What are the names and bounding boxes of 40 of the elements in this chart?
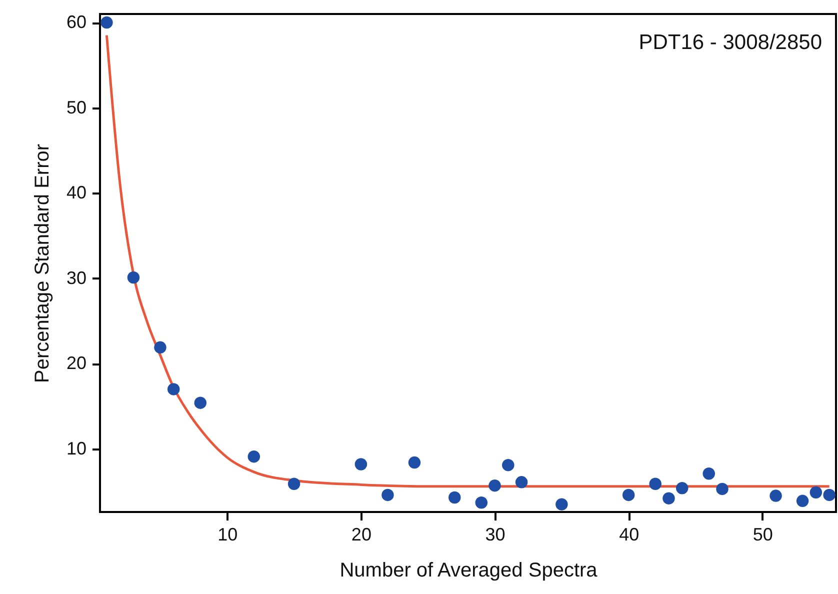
x-tick-label: 10 xyxy=(218,524,238,544)
point xyxy=(770,490,782,502)
point xyxy=(127,271,140,284)
point xyxy=(810,486,822,498)
point xyxy=(823,488,836,502)
point xyxy=(676,482,688,494)
point xyxy=(100,16,113,29)
point xyxy=(488,479,501,492)
point xyxy=(382,488,394,502)
y-tick-label: 30 xyxy=(66,268,86,288)
x-axis-title: Number of Averaged Spectra xyxy=(340,560,598,582)
point xyxy=(515,476,528,488)
point xyxy=(154,341,166,354)
point xyxy=(556,498,568,510)
point xyxy=(622,488,635,502)
point xyxy=(662,492,675,504)
point xyxy=(796,494,809,508)
point xyxy=(248,450,260,463)
y-axis-title: Percentage Standard Error xyxy=(31,144,54,384)
point xyxy=(194,396,206,409)
x-tick-label: 50 xyxy=(752,524,773,544)
y-tick-label: 60 xyxy=(66,12,86,32)
point xyxy=(354,458,368,470)
x-tick-label: 30 xyxy=(485,524,506,544)
y-tick-label: 10 xyxy=(66,438,86,458)
point xyxy=(502,458,514,472)
point xyxy=(649,478,662,490)
point xyxy=(408,456,421,469)
y-tick-label: 20 xyxy=(66,353,86,374)
point xyxy=(448,491,461,504)
point xyxy=(288,478,300,490)
point xyxy=(702,468,715,480)
y-tick-label: 50 xyxy=(66,97,86,118)
y-tick-label: 40 xyxy=(66,182,86,203)
x-tick-label: 40 xyxy=(619,524,640,544)
point xyxy=(167,383,180,396)
point xyxy=(475,496,488,509)
x-tick-label: 20 xyxy=(351,524,372,544)
point xyxy=(716,482,728,496)
annotation: PDT16 - 3008/2850 xyxy=(638,31,822,54)
